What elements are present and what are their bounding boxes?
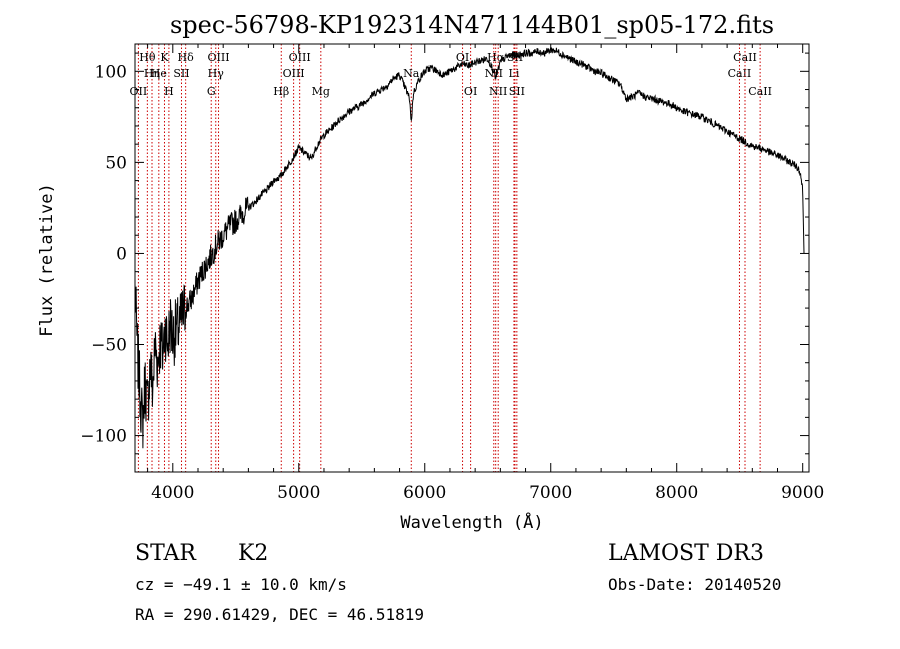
x-tick-label-1: 5000 [277,483,320,503]
y-axis-ticks: −100 −50 0 50 100 [80,52,809,455]
y-tick-label-3: 50 [105,153,127,173]
line-marker-label-13: OIII [289,51,311,64]
line-marker-label-3: K [160,51,169,64]
observation-date: Obs-Date: 20140520 [608,575,781,594]
line-marker-label-14: Mg [312,85,330,98]
line-marker-label-6: SII [173,67,189,80]
line-marker-label-15: Na [403,67,420,80]
spectral-line-markers: Hθ OII HηK He H SII Hδ OIII Hγ G Hβ OIII OIII Mg Na OI O… [130,44,772,472]
chart-title: spec-56798-KP192314N471144B01_sp05-172.f… [170,11,774,39]
line-marker-label-10: G [207,85,216,98]
line-marker-label-23: SII [509,85,525,98]
line-marker-label-8: OIII [207,51,229,64]
line-marker-label-1: OII [130,85,148,98]
line-marker-label-2: Hη [144,67,160,80]
line-marker-label-18: Hα [487,51,505,64]
line-marker-label-7: Hδ [178,51,195,64]
line-marker-label-24: CaII [728,67,752,80]
y-tick-label-1: −50 [91,336,127,356]
line-marker-label-9: Hγ [208,67,225,80]
x-tick-label-0: 4000 [151,483,194,503]
flux-series-line [134,47,805,449]
y-tick-label-4: 100 [95,62,127,82]
x-axis-ticks: 4000 5000 6000 7000 8000 9000 [147,44,824,503]
line-marker-label-25: CaII [733,51,757,64]
x-tick-label-2: 6000 [403,483,446,503]
line-marker-label-16: OI [456,51,469,64]
plot-frame [134,43,810,473]
line-marker-label-20: NII [489,85,507,98]
line-marker-label-26: CaII [748,85,772,98]
line-marker-label-0: Hθ [139,51,156,64]
line-marker-label-19: NII [485,67,503,80]
object-class: STAR [135,541,197,566]
x-tick-label-4: 8000 [655,483,698,503]
x-tick-label-5: 9000 [781,483,824,503]
line-marker-label-12: OIII [283,67,305,80]
line-marker-label-5: H [164,85,174,98]
coordinates: RA = 290.61429, DEC = 46.51819 [135,605,424,624]
x-tick-label-3: 7000 [529,483,572,503]
object-subclass: K2 [238,541,268,566]
line-marker-label-11: Hβ [273,85,289,98]
x-axis-label: Wavelength (Å) [400,511,543,533]
y-tick-label-0: −100 [80,427,127,447]
redshift-value: cz = −49.1 ± 10.0 km/s [135,575,347,594]
y-axis-label: Flux (relative) [37,183,57,337]
line-marker-label-17: OI [464,85,477,98]
line-marker-label-4: He [151,67,167,80]
survey-name: LAMOST DR3 [608,541,764,566]
line-marker-label-21: Li [509,67,520,80]
y-tick-label-2: 0 [116,244,127,264]
